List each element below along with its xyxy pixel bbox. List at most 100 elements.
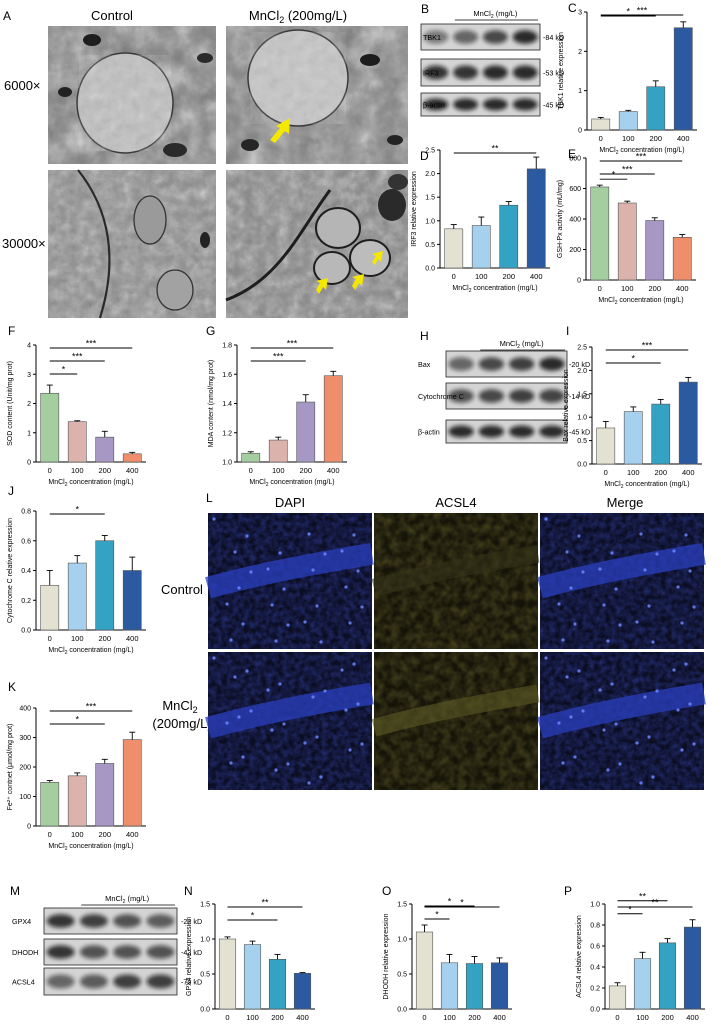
y-tick-label: 0.0 [200,1007,210,1014]
row-label-30000: 30000× [2,236,46,251]
blot-band [146,914,175,928]
nucleus-dot [639,781,643,785]
nucleus-dot [672,668,676,672]
significance-label: *** [622,165,633,175]
tem-control-6000 [48,26,216,164]
x-tick-label: 0 [452,272,456,281]
x-tick-label: 400 [126,634,139,643]
bar-200 [296,401,316,463]
bar-100 [618,111,638,131]
nucleus-dot [311,695,315,699]
bar-100 [67,562,87,631]
blot-band [79,945,108,959]
panel-letter-n: N [184,884,193,898]
tem-mncl2-6000 [226,26,408,164]
blot-band [448,357,474,371]
y-tick-label: 1.5 [425,195,435,202]
bar-0 [608,985,627,1010]
y-tick-label: 2.5 [577,345,587,352]
y-tick-label: 800 [569,156,581,163]
bar-100 [471,225,491,269]
x-tick-label: 0 [598,284,602,293]
nucleus-dot [672,549,676,553]
y-tick-label: 4 [27,343,31,350]
y-tick-label: 2.0 [577,368,587,375]
bar-400 [526,168,546,269]
nucleus-dot [212,517,216,521]
nucleus-dot [635,620,639,624]
x-tick-label: 0 [604,468,608,477]
chart-f: F 0 1 2 3 4 SOD content (Unit/mg prot) 0 100 200 4… [7,324,146,488]
cell-layer [205,682,374,739]
blot-band [79,914,108,928]
cell-layer [537,682,706,739]
bar-0 [40,782,60,827]
y-axis-label: GSH-Px activity (mU/mg) [557,180,564,258]
significance-label: *** [636,152,647,162]
nucleus-dot [655,552,659,556]
nucleus-dot [319,775,323,779]
blot-band [478,389,505,403]
chart-d: D 0.0 0.5 1.0 1.5 2.0 2.5 IRF3 relative express… [411,144,550,294]
significance-label: * [75,715,79,725]
x-tick-label: 100 [71,830,84,839]
bar-0 [40,392,60,463]
arrow-icon [352,274,364,290]
y-axis-label: GPX4 relative expression [186,917,193,996]
y-tick-label: 0.0 [21,628,31,635]
blot-band [113,914,142,928]
panel-letter-m: M [10,884,20,898]
y-tick-label: 2 [578,49,582,56]
nucleus-dot [340,668,344,672]
significance-label: *** [86,702,97,712]
y-tick-label: 0.8 [590,923,600,930]
blot-band [113,974,142,989]
blot-band [482,98,508,111]
fluorescence-merge-control [537,513,706,649]
nucleus-dot [311,568,315,572]
nucleus-dot [692,605,696,609]
nucleus-dot [315,604,319,608]
bar-0 [241,452,261,463]
nucleus-dot [647,735,651,739]
nucleus-dot [651,775,655,779]
bar-400 [293,972,312,1010]
bar-200 [268,958,287,1010]
blot-band [46,974,75,989]
significance-label: *** [72,352,83,362]
significance-label: * [460,898,464,908]
x-tick-label: 400 [126,466,139,475]
cell-layer [205,542,374,599]
x-tick-label: 200 [98,634,111,643]
bar-200 [646,86,666,131]
x-tick-label: 400 [296,1013,309,1022]
cell-layer [371,544,540,597]
bar-200 [95,763,115,827]
x-tick-label: 100 [622,134,635,143]
blot-band [423,30,449,44]
blot-band [478,357,505,371]
y-axis-label: DHODH relative expression [383,913,390,999]
significance-label: * [75,505,79,515]
x-axis-label: MnCl2 concentration (mg/L) [249,479,334,488]
nucleus-dot [249,570,253,574]
x-tick-label: 100 [272,466,285,475]
nucleus-dot [229,761,233,765]
y-tick-label: 1.0 [222,460,232,467]
nucleus-dot [225,602,229,606]
nucleus-dot [680,748,684,752]
fluorescence-acsl4-control [371,513,540,649]
bar-400 [122,453,142,463]
blot-band [448,425,474,438]
col-label-control: Control [91,8,133,23]
nucleus-dot [647,604,651,608]
x-tick-label: 200 [502,272,515,281]
nucleus-dot [286,762,290,766]
x-tick-label: 200 [654,468,667,477]
fluorescence-dapi-mncl2 [205,652,374,790]
bar-0 [218,938,237,1010]
nucleus-dot [544,517,548,521]
blot-size-label: -53 kD [543,69,564,78]
y-axis-label: MDA content (nmol/mg prot) [208,360,215,448]
